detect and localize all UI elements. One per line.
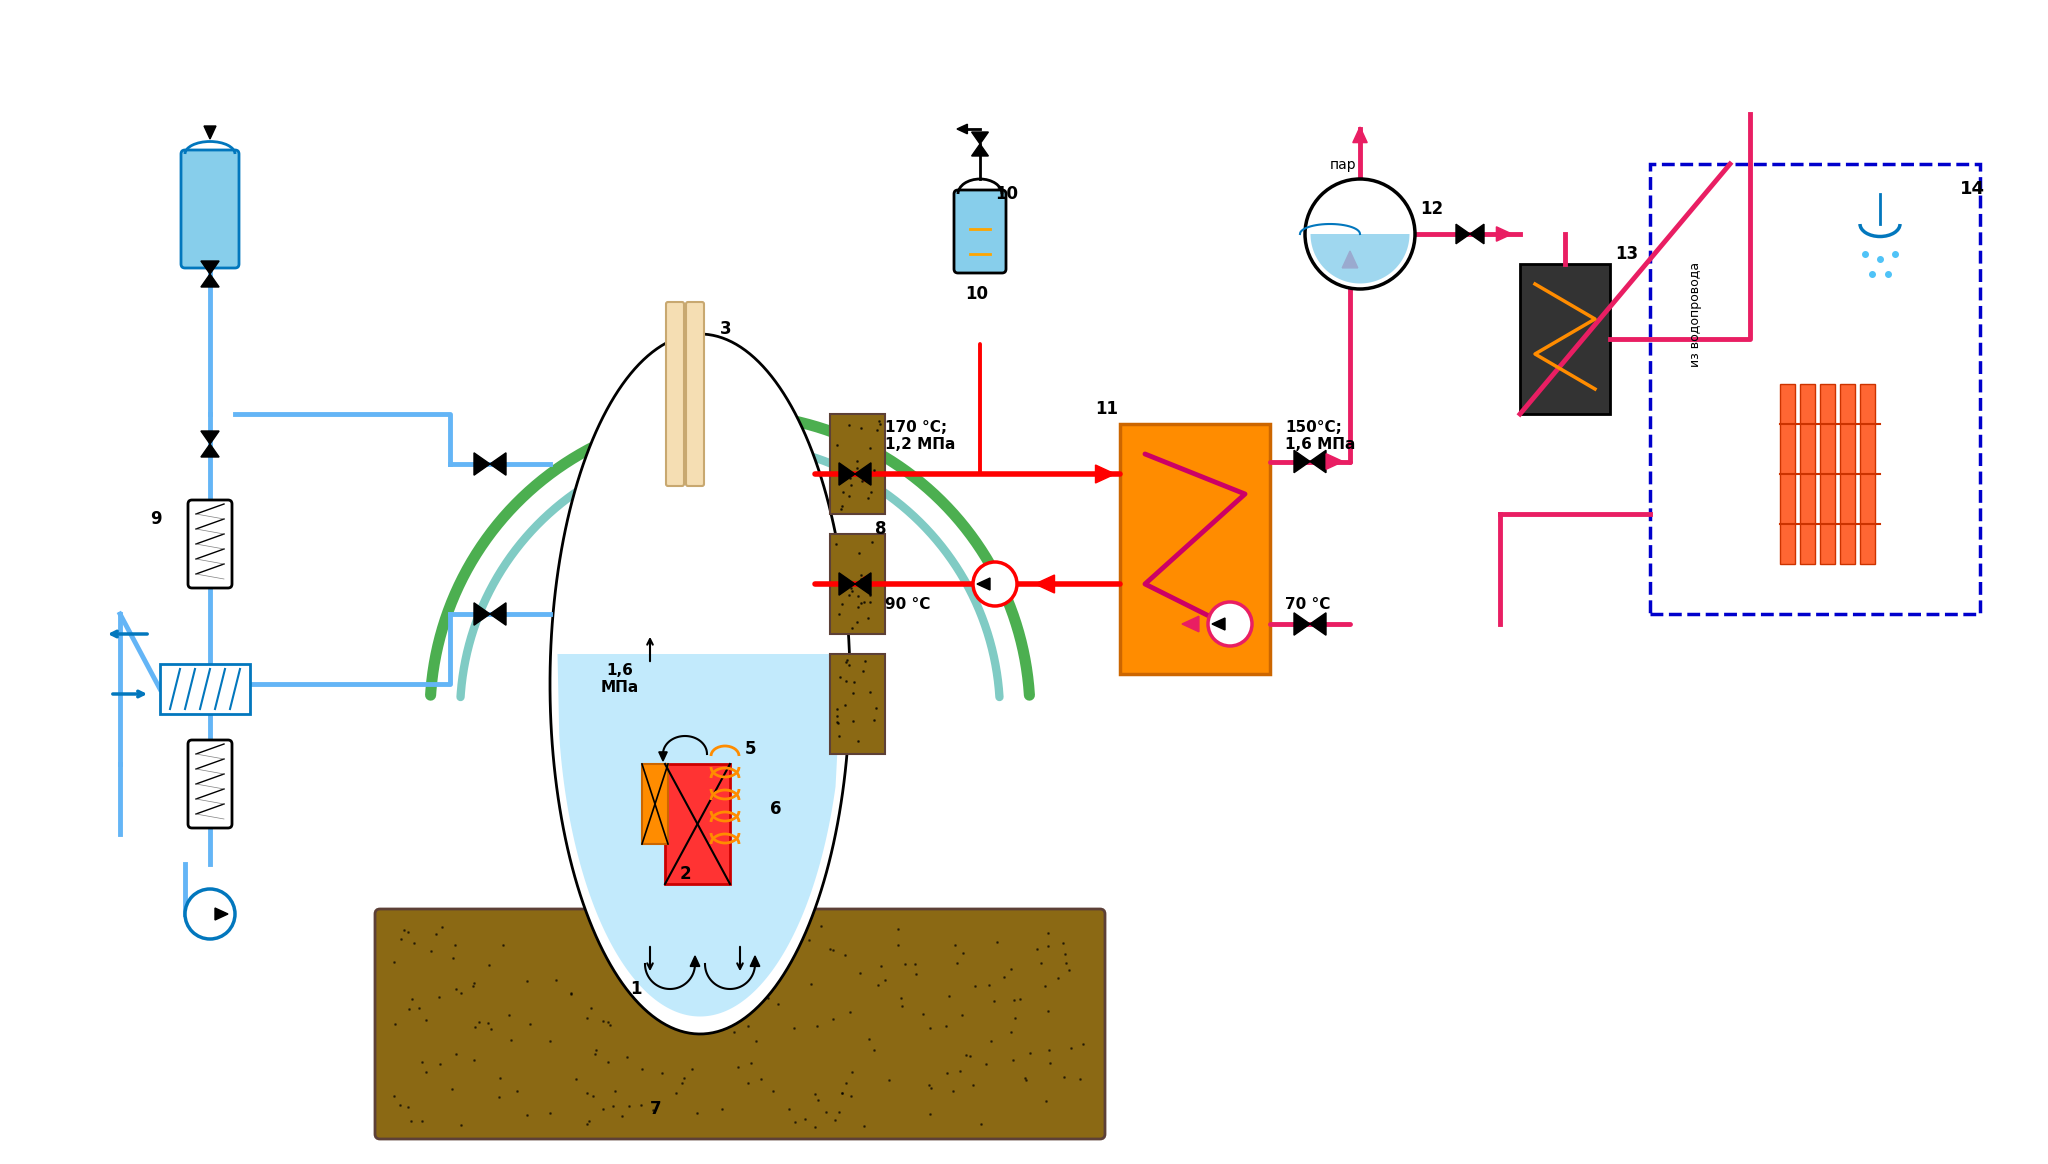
FancyBboxPatch shape — [188, 501, 231, 588]
FancyBboxPatch shape — [1800, 384, 1815, 565]
Text: 3: 3 — [721, 320, 731, 338]
Text: 13: 13 — [1616, 244, 1638, 263]
Polygon shape — [854, 573, 870, 595]
Text: 1: 1 — [631, 980, 641, 998]
Polygon shape — [489, 453, 506, 475]
FancyBboxPatch shape — [188, 740, 231, 828]
FancyBboxPatch shape — [1651, 164, 1980, 613]
Text: 14: 14 — [1960, 180, 1985, 198]
Circle shape — [1208, 602, 1251, 646]
FancyBboxPatch shape — [160, 663, 250, 714]
Polygon shape — [205, 126, 215, 139]
Polygon shape — [473, 603, 489, 625]
Polygon shape — [840, 573, 854, 595]
Polygon shape — [659, 752, 668, 761]
Text: 150°С;
1,6 МПа: 150°С; 1,6 МПа — [1284, 419, 1356, 452]
FancyBboxPatch shape — [375, 909, 1106, 1140]
Polygon shape — [1497, 227, 1511, 241]
Text: из водопровода: из водопровода — [1688, 262, 1702, 367]
Polygon shape — [1294, 450, 1311, 473]
FancyBboxPatch shape — [686, 301, 705, 487]
Polygon shape — [473, 453, 489, 475]
Polygon shape — [1470, 225, 1485, 243]
Polygon shape — [854, 463, 870, 485]
Polygon shape — [977, 579, 989, 590]
FancyBboxPatch shape — [180, 150, 240, 268]
Polygon shape — [489, 603, 506, 625]
FancyBboxPatch shape — [1120, 424, 1270, 674]
Polygon shape — [551, 334, 850, 1034]
FancyBboxPatch shape — [666, 764, 729, 883]
Polygon shape — [1034, 575, 1055, 592]
Polygon shape — [971, 132, 989, 144]
FancyBboxPatch shape — [1520, 264, 1610, 414]
FancyBboxPatch shape — [1839, 384, 1855, 565]
Polygon shape — [1327, 454, 1343, 469]
FancyBboxPatch shape — [641, 764, 668, 844]
Polygon shape — [201, 431, 219, 443]
Text: пар: пар — [1329, 158, 1356, 172]
Polygon shape — [750, 956, 760, 966]
FancyBboxPatch shape — [666, 301, 684, 487]
Polygon shape — [201, 274, 219, 288]
Polygon shape — [1182, 616, 1198, 632]
Polygon shape — [201, 261, 219, 274]
FancyBboxPatch shape — [829, 414, 885, 514]
Polygon shape — [1212, 618, 1225, 630]
Text: 10: 10 — [965, 285, 987, 303]
FancyBboxPatch shape — [1780, 384, 1794, 565]
FancyBboxPatch shape — [1860, 384, 1876, 565]
Polygon shape — [1311, 450, 1325, 473]
FancyBboxPatch shape — [954, 190, 1006, 274]
Text: 170 °С;
1,2 МПа: 170 °С; 1,2 МПа — [885, 419, 954, 452]
Circle shape — [973, 562, 1018, 606]
Polygon shape — [840, 463, 854, 485]
Polygon shape — [1311, 612, 1325, 636]
Polygon shape — [1311, 234, 1409, 284]
Polygon shape — [557, 654, 842, 1016]
Text: 12: 12 — [1419, 200, 1444, 218]
FancyBboxPatch shape — [829, 654, 885, 754]
Polygon shape — [1341, 251, 1358, 268]
Text: 10: 10 — [995, 185, 1018, 203]
Circle shape — [1305, 179, 1415, 289]
Polygon shape — [1294, 612, 1311, 636]
Polygon shape — [1096, 464, 1114, 483]
Text: 2: 2 — [680, 865, 692, 883]
Polygon shape — [1354, 127, 1368, 143]
Text: 8: 8 — [874, 520, 887, 538]
Polygon shape — [690, 956, 700, 966]
FancyBboxPatch shape — [829, 534, 885, 634]
Circle shape — [184, 889, 236, 939]
Polygon shape — [971, 144, 989, 156]
Text: 90 °С: 90 °С — [885, 597, 930, 612]
Text: 70 °С: 70 °С — [1284, 597, 1331, 612]
Text: 7: 7 — [649, 1100, 662, 1117]
Polygon shape — [201, 443, 219, 457]
Polygon shape — [956, 125, 967, 134]
Polygon shape — [1456, 225, 1470, 243]
Text: 9: 9 — [150, 510, 162, 528]
Text: 11: 11 — [1096, 400, 1118, 418]
Text: 1,6
МПа: 1,6 МПа — [600, 662, 639, 695]
Text: 5: 5 — [745, 740, 756, 758]
FancyBboxPatch shape — [1821, 384, 1835, 565]
Polygon shape — [215, 908, 227, 920]
Text: 6: 6 — [770, 800, 782, 818]
